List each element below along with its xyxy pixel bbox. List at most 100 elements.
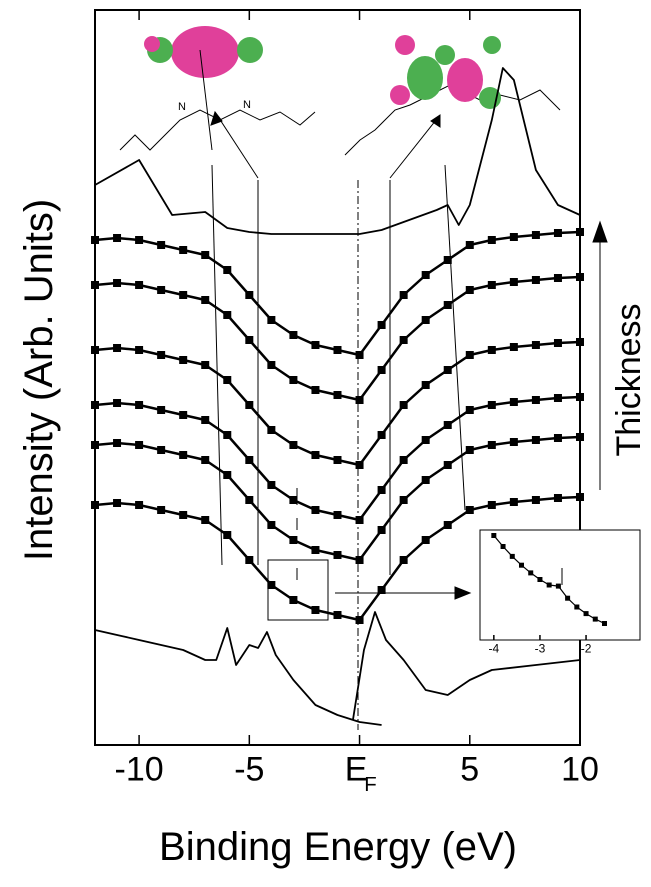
data-point <box>267 581 276 589</box>
data-point <box>333 346 342 354</box>
data-point <box>546 582 552 588</box>
data-point <box>311 606 320 614</box>
data-point <box>537 577 543 582</box>
data-point <box>289 331 298 339</box>
data-point <box>201 296 210 304</box>
data-point <box>500 544 506 549</box>
data-point <box>245 291 254 299</box>
data-point <box>377 526 386 534</box>
data-point <box>465 351 474 359</box>
data-point <box>355 351 364 359</box>
data-point <box>355 616 364 624</box>
data-point <box>487 346 496 354</box>
data-point <box>113 344 122 352</box>
data-point <box>531 396 540 404</box>
spectrum-line <box>94 67 581 235</box>
data-point <box>399 556 408 564</box>
data-point <box>377 366 386 374</box>
svg-text:N: N <box>178 101 186 113</box>
data-point <box>355 396 364 404</box>
data-point <box>421 436 430 444</box>
data-point <box>553 229 562 237</box>
data-point <box>399 336 408 344</box>
data-point <box>311 546 320 554</box>
data-point <box>157 351 166 359</box>
data-point <box>509 553 515 559</box>
x-axis-label: Binding Energy (eV) <box>159 825 517 869</box>
data-point <box>245 456 254 464</box>
data-point <box>465 506 474 514</box>
data-point <box>289 376 298 384</box>
data-point <box>553 274 562 282</box>
data-point <box>583 611 589 617</box>
data-point <box>267 361 276 369</box>
data-point <box>531 231 540 239</box>
data-point <box>179 411 188 419</box>
data-point <box>528 570 534 576</box>
data-point <box>574 604 580 610</box>
x-tick-label: -4 <box>488 642 499 656</box>
data-point <box>135 401 144 409</box>
data-point <box>223 531 232 539</box>
data-point <box>201 251 210 259</box>
data-point <box>157 286 166 294</box>
data-point <box>377 586 386 594</box>
data-point <box>245 401 254 409</box>
data-point <box>421 381 430 389</box>
data-point <box>135 236 144 244</box>
data-point <box>421 536 430 544</box>
data-point <box>201 456 210 464</box>
molecule-right <box>344 35 561 156</box>
x-tick-label: -2 <box>581 642 592 656</box>
data-point <box>223 376 232 384</box>
data-point <box>157 506 166 514</box>
x-tick-label: -10 <box>115 751 164 789</box>
data-point <box>179 511 188 519</box>
data-point <box>487 281 496 289</box>
data-point <box>311 386 320 394</box>
data-point <box>377 321 386 329</box>
data-point <box>201 516 210 524</box>
data-point <box>465 406 474 414</box>
data-point <box>399 456 408 464</box>
data-point <box>157 241 166 249</box>
data-point <box>601 621 607 626</box>
data-point <box>135 441 144 449</box>
data-point <box>553 434 562 442</box>
data-point <box>157 406 166 414</box>
data-point <box>377 486 386 494</box>
molecule-left: N N <box>119 26 316 151</box>
data-point <box>355 556 364 564</box>
data-point <box>487 441 496 449</box>
data-point <box>487 401 496 409</box>
data-point <box>355 516 364 524</box>
spectrum-line <box>94 230 581 357</box>
x-tick-label: -5 <box>234 751 264 789</box>
data-point <box>311 451 320 459</box>
data-point <box>399 401 408 409</box>
data-point <box>179 356 188 364</box>
data-point <box>443 421 452 429</box>
data-point <box>531 436 540 444</box>
data-point <box>113 499 122 507</box>
data-point <box>179 451 188 459</box>
data-point <box>465 446 474 454</box>
x-tick-label-subscript: F <box>364 774 376 796</box>
data-point <box>289 596 298 604</box>
data-point <box>179 246 188 254</box>
data-point <box>135 346 144 354</box>
data-point <box>443 521 452 529</box>
data-point <box>421 316 430 324</box>
data-point <box>113 439 122 447</box>
data-point <box>135 281 144 289</box>
data-point <box>113 234 122 242</box>
data-point <box>565 595 571 601</box>
data-point <box>531 496 540 504</box>
svg-text:N: N <box>243 99 251 111</box>
data-point <box>157 446 166 454</box>
data-point <box>223 311 232 319</box>
data-point <box>553 394 562 402</box>
data-point <box>399 291 408 299</box>
data-point <box>509 278 518 286</box>
